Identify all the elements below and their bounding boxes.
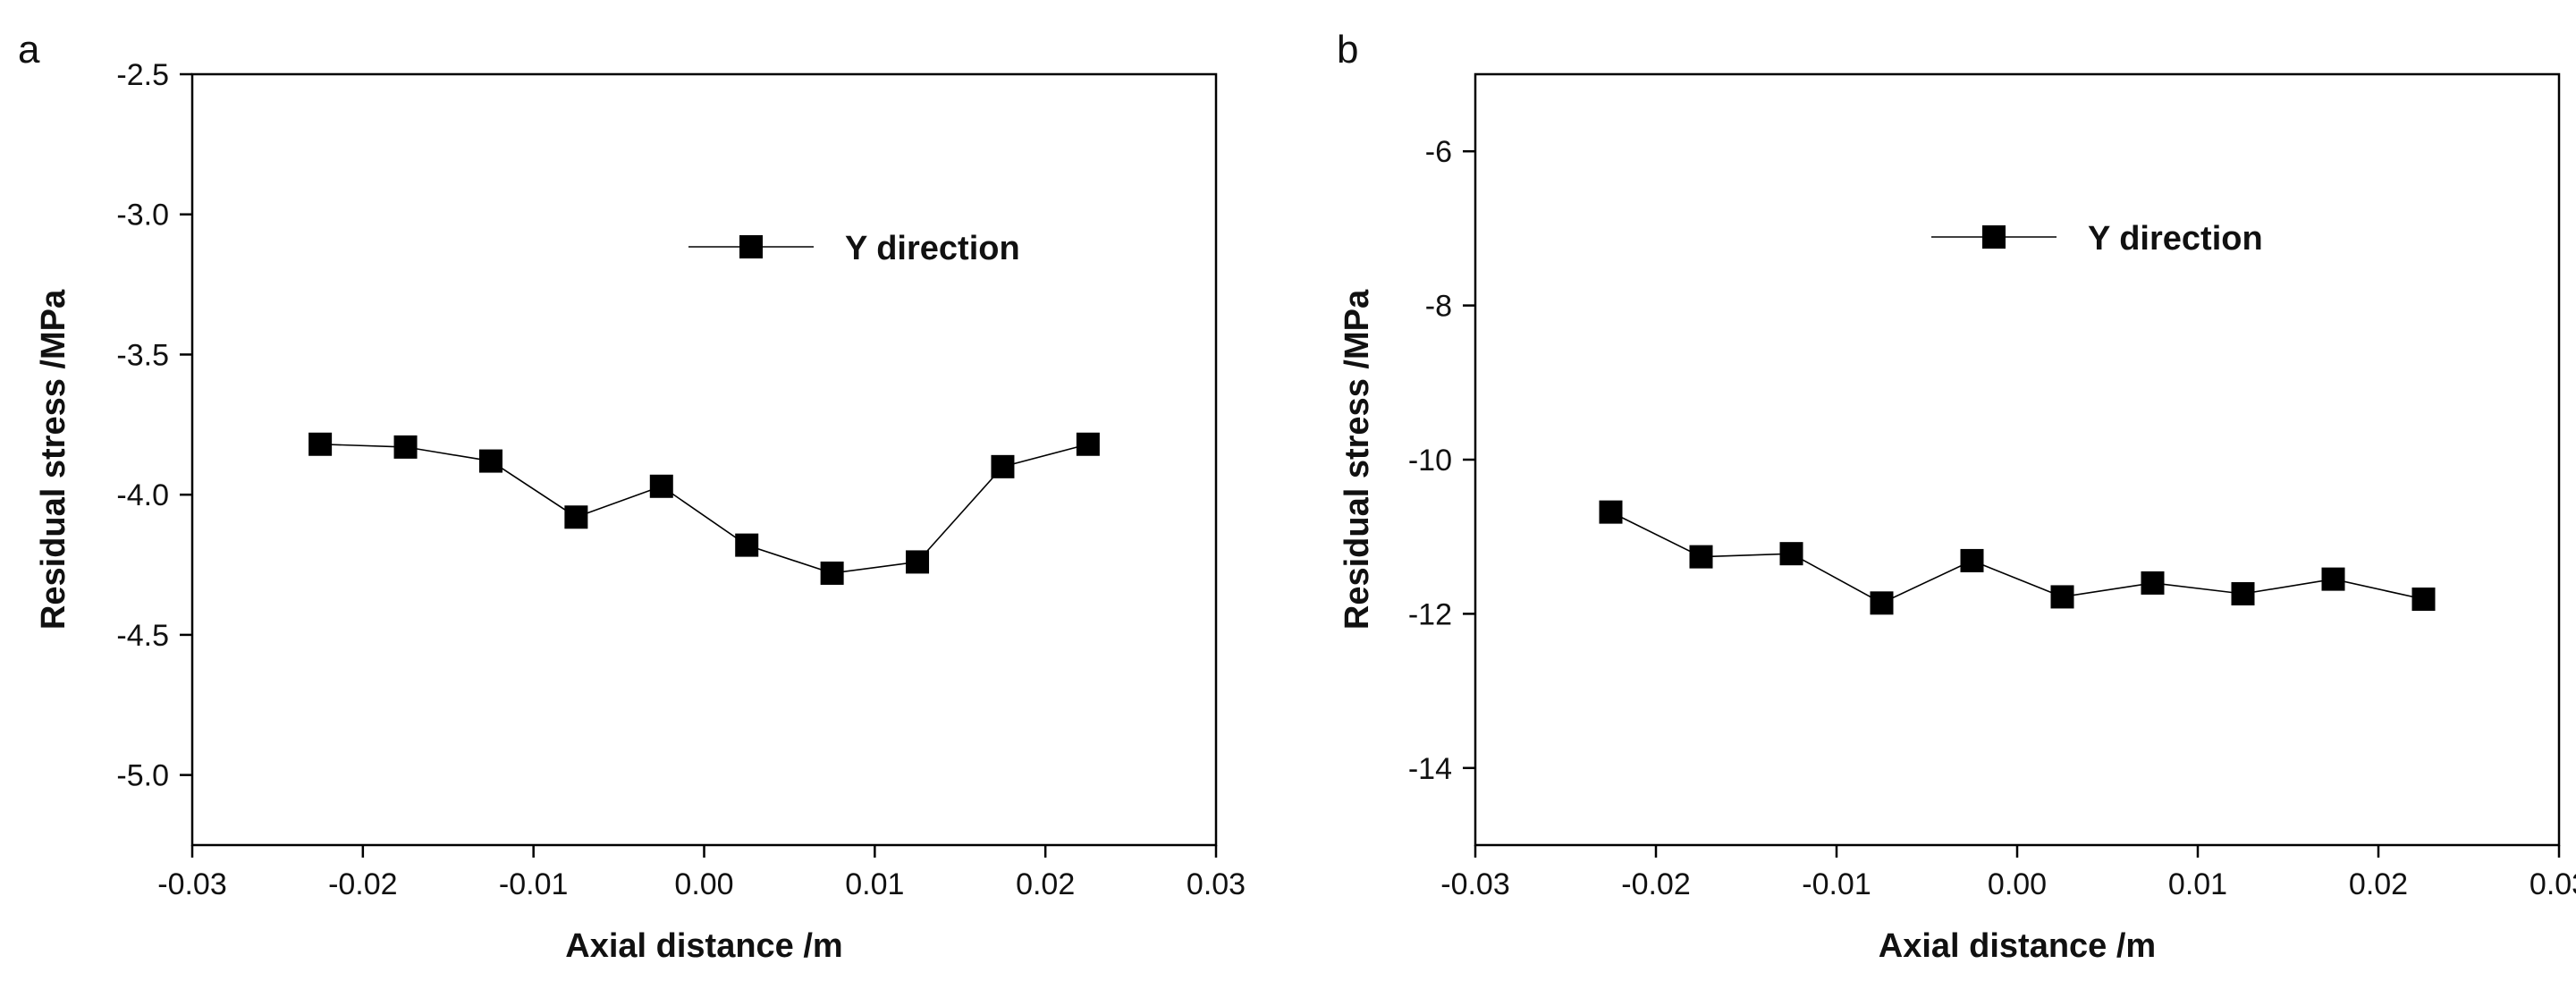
y-tick-label: -2.5: [116, 58, 169, 92]
chart-panel-a: a -0.03 -0.02 -0.01 0.00 0.01 0.02 0.03 -5.0 -4.5…: [18, 28, 1246, 965]
data-point-marker: [820, 561, 844, 585]
legend-marker: [739, 235, 763, 258]
data-point-marker: [308, 432, 333, 456]
x-axis-title: Axial distance /m: [565, 927, 842, 965]
y-tick-label: -6: [1425, 135, 1452, 169]
data-point-marker: [649, 474, 673, 498]
plot-frame: [190, 72, 1218, 847]
plot-frame: [1474, 72, 2561, 847]
y-tick-label: -5.0: [116, 759, 169, 793]
y-tick-label: -3.5: [116, 338, 169, 372]
chart-panel-b: b -0.03 -0.02 -0.01 0.00 0.01 0.02 0.03 -14 -12 -1…: [1337, 28, 2576, 965]
y-tick-label: -10: [1408, 444, 1452, 478]
y-axis-title: Residual stress /MPa: [1339, 289, 1376, 630]
y-tick-label: -12: [1408, 597, 1452, 631]
x-tick-label: 0.02: [2349, 867, 2408, 901]
x-tick-label: -0.03: [1440, 867, 1510, 901]
x-tick-label: 0.02: [1016, 867, 1075, 901]
x-tick-label: 0.03: [2530, 867, 2576, 901]
y-tick-label: -4.5: [116, 619, 169, 653]
data-point-marker: [2231, 581, 2255, 605]
series-line: [1610, 511, 2424, 605]
x-tick-label: 0.00: [1988, 867, 2047, 901]
data-point-marker: [478, 449, 503, 473]
data-point-marker: [2141, 571, 2165, 595]
panel-label: a: [18, 28, 40, 72]
x-tick-label: -0.01: [499, 867, 569, 901]
x-tick-label: -0.01: [1802, 867, 1871, 901]
data-point-marker: [564, 505, 588, 529]
x-tick-label: -0.02: [328, 867, 398, 901]
y-tick-label: -8: [1425, 290, 1452, 324]
x-tick-label: 0.03: [1187, 867, 1246, 901]
data-point-marker: [2321, 567, 2345, 591]
data-point-marker: [735, 533, 759, 557]
data-point-marker: [1870, 591, 1894, 615]
data-point-marker: [1689, 545, 1713, 569]
y-axis-title: Residual stress /MPa: [35, 289, 72, 630]
y-tick-label: -4.0: [116, 478, 169, 512]
data-point-marker: [1779, 542, 1803, 566]
y-tick-label: -14: [1408, 752, 1452, 786]
x-tick-label: -0.03: [157, 867, 227, 901]
x-tick-label: 0.00: [674, 867, 733, 901]
data-point-marker: [1960, 548, 1984, 572]
x-tick-label: -0.02: [1621, 867, 1691, 901]
data-point-marker: [991, 454, 1015, 478]
x-tick-label: 0.01: [2168, 867, 2227, 901]
data-point-marker: [906, 550, 930, 574]
data-point-marker: [2050, 585, 2074, 609]
series-line: [320, 443, 1089, 574]
x-axis-title: Axial distance /m: [1879, 927, 2156, 965]
x-tick-label: 0.01: [845, 867, 904, 901]
legend-label: Y direction: [845, 230, 1020, 267]
y-tick-label: -3.0: [116, 199, 169, 233]
data-point-marker: [1599, 500, 1623, 524]
data-point-marker: [1076, 432, 1100, 456]
data-point-marker: [393, 435, 418, 459]
legend-label: Y direction: [2088, 220, 2263, 258]
panel-label: b: [1337, 28, 1358, 72]
legend-marker: [1982, 225, 2006, 249]
data-point-marker: [2411, 588, 2436, 612]
